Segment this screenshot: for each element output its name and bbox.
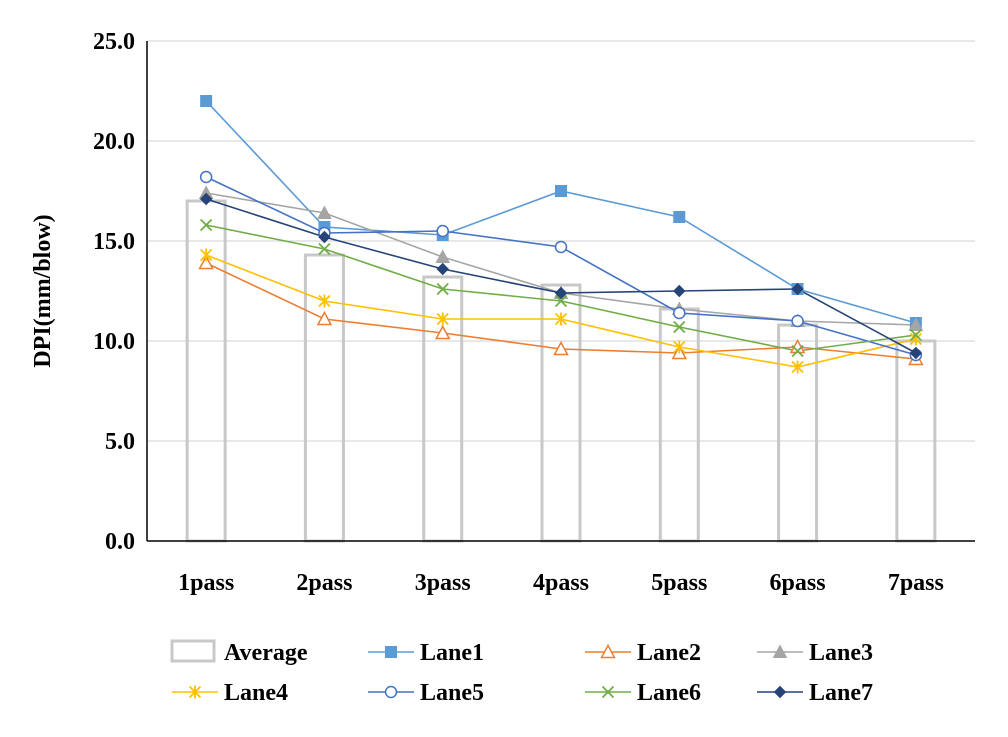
lane2-point xyxy=(198,254,214,270)
lane5-point xyxy=(199,170,213,184)
legend-item-lane7: Lane7 xyxy=(757,680,873,706)
y-tick-label: 15.0 xyxy=(93,229,135,255)
lane7-point xyxy=(318,230,331,244)
legend-label: Lane5 xyxy=(420,680,484,706)
lane6-point xyxy=(318,242,331,256)
lane1-point xyxy=(555,185,567,197)
x-tick-label: 7pass xyxy=(888,570,944,596)
y-tick-label: 25.0 xyxy=(93,29,135,55)
x-tick-label: 6pass xyxy=(770,570,826,596)
lane3-point xyxy=(435,249,451,263)
lane3-point xyxy=(908,317,924,331)
lane4-point xyxy=(673,340,686,354)
legend-label: Lane4 xyxy=(224,680,288,706)
legend: Average Lane1 Lane2 Lane3 Lane4 Lane5 Lane6 Lan… xyxy=(170,639,873,706)
lane6-point xyxy=(791,344,804,358)
legend-marker xyxy=(600,643,616,659)
lane-markers xyxy=(198,95,924,374)
lane7-point xyxy=(199,192,213,206)
legend-label: Lane1 xyxy=(420,640,484,666)
legend-marker xyxy=(601,685,615,699)
legend-marker xyxy=(188,685,202,699)
lane6-point xyxy=(436,282,449,296)
lane2-point xyxy=(553,340,569,356)
lane7-point xyxy=(909,346,923,360)
lane4-point xyxy=(791,360,804,374)
legend-marker xyxy=(384,685,398,699)
legend-marker xyxy=(385,646,397,658)
y-tick-label: 5.0 xyxy=(105,429,135,455)
x-tick-label: 3pass xyxy=(415,570,471,596)
lane6-point xyxy=(554,294,568,308)
lane7-point xyxy=(436,262,449,276)
lane5-point xyxy=(791,314,804,328)
lane3-line xyxy=(206,192,916,326)
lane4-point xyxy=(554,312,568,326)
y-axis-label: DPI(mm/blow) xyxy=(30,214,56,367)
lane4-point xyxy=(200,248,213,262)
x-tick-label: 5pass xyxy=(651,570,707,596)
lane5-point xyxy=(554,240,568,254)
axes xyxy=(146,41,975,542)
legend-label: Lane7 xyxy=(809,680,873,706)
lane6-point xyxy=(673,320,686,334)
lane1-point xyxy=(200,95,213,107)
y-tick-label: 10.0 xyxy=(93,329,135,355)
legend-item-lane2: Lane2 xyxy=(585,640,701,666)
lane1-point xyxy=(673,211,686,223)
legend-item-lane5: Lane5 xyxy=(368,680,484,706)
legend-item-lane3: Lane3 xyxy=(757,640,873,666)
legend-label: Lane3 xyxy=(809,640,873,666)
y-tick-label: 0.0 xyxy=(105,529,135,555)
lane7-point xyxy=(791,282,804,296)
lane2-point xyxy=(316,310,333,326)
average-bar xyxy=(777,323,819,543)
lane6-point xyxy=(200,218,213,232)
lane6-point xyxy=(909,328,922,342)
lane7-line xyxy=(205,198,917,354)
lane4-point xyxy=(318,294,331,308)
x-tick-label: 2pass xyxy=(296,570,352,596)
legend-label: Average xyxy=(224,640,308,666)
lane5-point xyxy=(673,306,686,320)
x-tick-label: 1pass xyxy=(178,570,234,596)
legend-item-lane1: Lane1 xyxy=(368,640,484,666)
x-tick-label: 4pass xyxy=(533,570,589,596)
legend-label: Lane6 xyxy=(637,680,701,706)
lane7-point xyxy=(673,284,686,298)
legend-marker xyxy=(773,685,787,699)
x-tick-labels: 1pass 2pass 3pass 4pass 5pass 6pass 7pass xyxy=(178,570,944,596)
lane4-point xyxy=(436,312,449,326)
legend-swatch xyxy=(170,639,216,663)
legend-item-lane6: Lane6 xyxy=(585,680,701,706)
legend-marker xyxy=(772,644,788,658)
legend-item-lane4: Lane4 xyxy=(172,680,288,706)
y-tick-labels: 0.0 5.0 10.0 15.0 20.0 25.0 xyxy=(93,29,135,555)
y-tick-label: 20.0 xyxy=(93,129,135,155)
lane2-point xyxy=(434,324,451,340)
lane5-point xyxy=(436,224,449,238)
lane3-point xyxy=(317,205,332,219)
legend-label: Lane2 xyxy=(637,640,701,666)
lane7-point xyxy=(554,286,568,300)
lane5-line xyxy=(205,176,917,356)
legend-item-average: Average xyxy=(170,639,308,666)
